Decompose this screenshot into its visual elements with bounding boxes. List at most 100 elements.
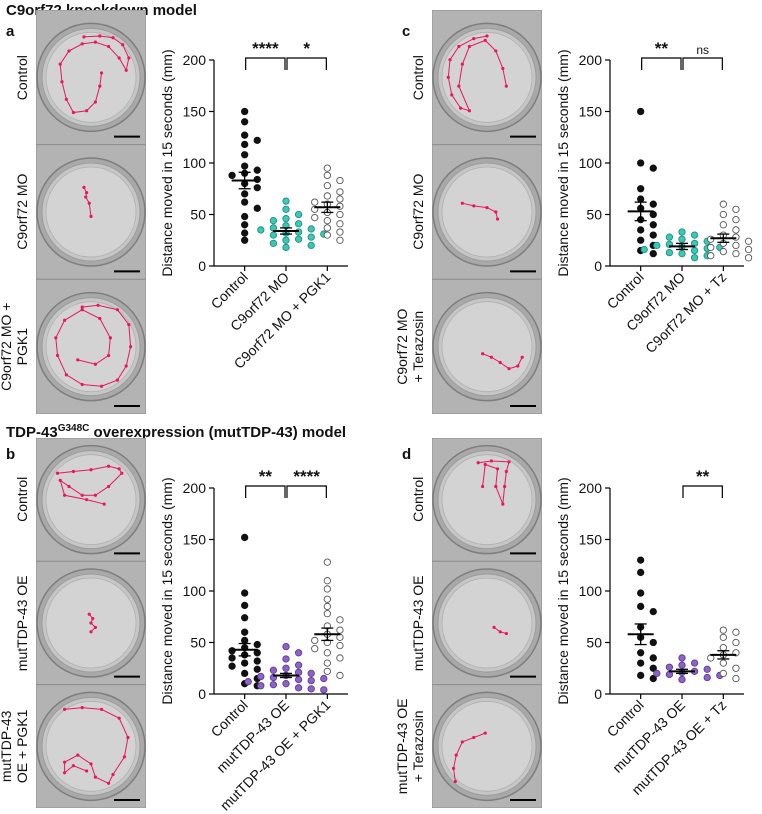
data-point [719,643,727,652]
larva-track-point [107,781,111,785]
data-point [744,237,753,245]
data-point [241,140,249,149]
larva-track-point [472,735,476,740]
significance-label: ** [655,39,669,58]
larva-track-point [124,364,128,368]
row-label: Control [410,438,426,561]
data-point [323,171,331,180]
larva-track-point [457,44,461,49]
data-point [732,233,740,241]
y-axis-label: Distance moved in 15 seconds (mm) [159,477,175,704]
data-point [253,640,261,649]
data-point [336,616,344,624]
larva-track-point [63,707,67,711]
data-point [282,680,290,688]
larva-track-point [448,58,452,62]
larva-track-point [89,630,93,634]
data-point [307,225,315,233]
larva-track-point [89,214,93,218]
larva-track-point [91,617,95,621]
arena-floor [45,700,137,792]
data-point [294,220,303,228]
larva-track-point [507,460,511,464]
data-point [678,235,686,243]
larva-track-point [503,484,507,489]
row-label-line: C9orf72 MO [410,173,426,251]
larva-track-point [80,42,84,46]
larva-track-point [93,625,97,629]
data-point [307,669,315,678]
data-point [323,577,331,585]
data-point [690,231,699,239]
data-point [323,182,331,190]
data-point [719,210,727,219]
larva-track-point [80,706,84,710]
arena-floor [441,454,533,546]
data-point [241,589,249,597]
chart-c: 0 50 100 150 200 Distance moved in 15 seconds… [555,39,753,356]
larva-track-point [89,762,93,766]
larva-track-point [446,75,450,79]
data-point [690,254,699,262]
y-tick-label: 50 [586,635,602,651]
data-point [637,556,645,564]
y-tick-label: 100 [183,583,207,599]
data-point [732,628,740,636]
row-label: Control [14,10,30,145]
row-label-line: + Terazosin [410,710,426,783]
data-point [228,654,236,662]
data-point [241,628,249,636]
data-point [707,235,715,243]
larva-track-point [111,772,115,777]
data-point [323,585,331,593]
data-point [269,666,278,674]
row-label-line: mutTDP-43 OE [14,575,30,671]
larva-track-point [107,464,111,468]
larva-track-point [71,110,75,115]
y-tick-label: 100 [579,583,603,599]
row-label-line: OE + PGK1 [14,709,30,784]
larva-track-point [55,353,60,358]
larva-track-point [99,707,104,711]
larva-track-point [451,766,456,770]
larva-track-point [87,612,91,616]
larva-track-point [93,493,97,497]
larva-track-point [481,484,485,489]
data-point [294,649,303,657]
larva-track-point [454,753,458,757]
row-label-line: Control [410,477,426,523]
data-point [241,614,249,622]
larva-track-point [82,185,86,189]
data-point [228,647,236,655]
data-point [637,226,645,234]
arena-strip-svg [35,9,147,415]
data-point [719,626,727,634]
significance-bracket [682,485,723,498]
chart-a: 0 50 100 150 200 Distance moved in 15 seconds… [159,39,348,372]
larva-track-point [60,80,64,84]
data-point [311,213,319,222]
arena-strip-svg [35,437,147,809]
data-point [253,657,261,665]
data-point [732,249,740,258]
arena-floor [45,166,137,258]
y-tick-label: 50 [190,207,206,223]
data-point [336,176,344,185]
data-point [665,248,674,257]
significance-label: * [303,39,310,58]
larva-track-point [460,740,464,744]
panel-letter-c: c [402,23,411,40]
y-tick-label: 150 [579,532,603,548]
data-point [336,228,344,236]
data-point [665,233,674,241]
data-point [294,661,303,669]
significance-bracket [641,57,682,70]
data-point [637,671,645,680]
heading-superscript: G348C [57,423,90,434]
larva-track-point [67,484,71,489]
data-point [294,228,303,236]
larva-track-point [483,462,487,467]
data-point [241,236,249,244]
arena-floor [441,700,533,792]
y-tick-label: 200 [183,52,207,68]
